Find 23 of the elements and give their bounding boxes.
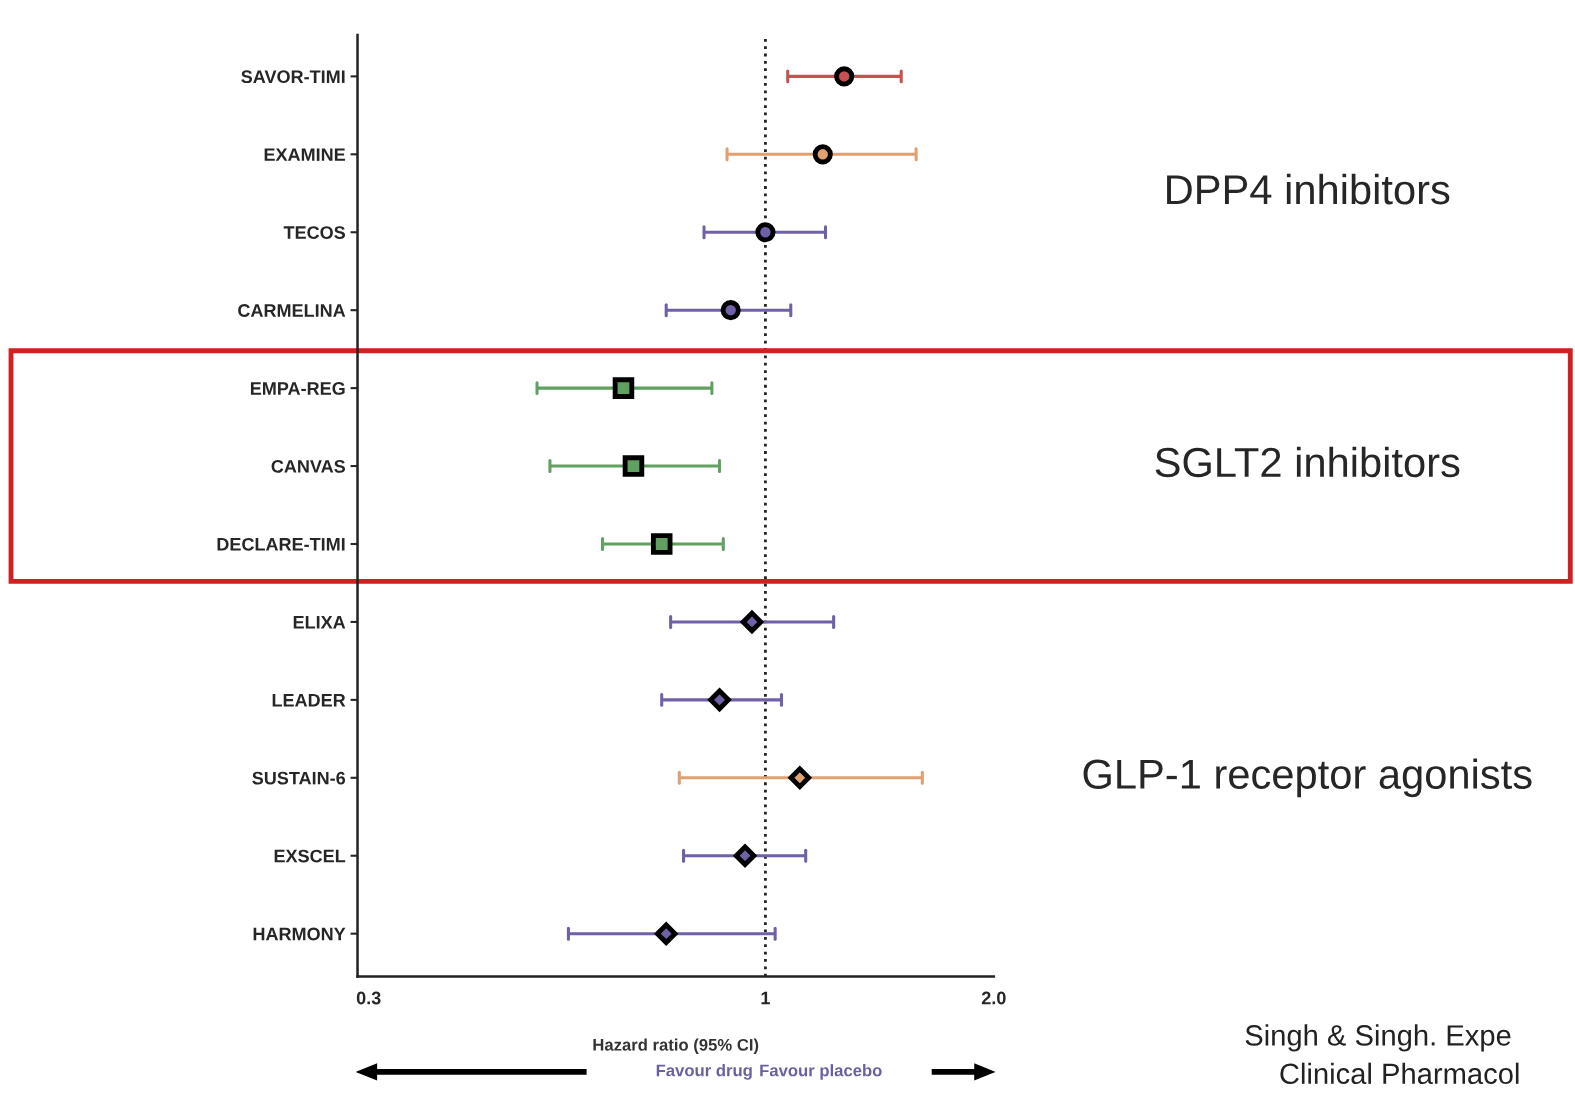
y-tick-label: SUSTAIN-6 — [252, 771, 346, 785]
x-tick-label: 0.3 — [356, 991, 381, 1005]
text: Favour drug — [656, 1064, 752, 1080]
y-tick-label: HARMONY — [253, 927, 346, 941]
y-tick-label: CARMELINA — [238, 304, 346, 317]
y-tick-label: ELIXA — [293, 616, 346, 629]
text: Singh & Singh. Expe — [1245, 1024, 1511, 1052]
y-tick-label: EXAMINE — [264, 148, 346, 161]
x-tick-label: 2.0 — [981, 991, 1006, 1005]
x-tick-label: 1 — [761, 991, 770, 1005]
y-tick-label: CANVAS — [271, 459, 346, 473]
y-tick-label: SAVOR-TIMI — [241, 70, 345, 84]
x-axis-title: Hazard ratio (95% CI) — [593, 1038, 759, 1055]
y-tick-label: TECOS — [283, 226, 346, 239]
y-tick-label: EMPA-REG — [250, 382, 345, 395]
y-tick-label: DECLARE-TIMI — [217, 537, 345, 551]
y-tick-label: EXSCEL — [274, 849, 346, 863]
text: GLP-1 receptor agonists — [1083, 758, 1532, 798]
text: Clinical Pharmacol — [1280, 1062, 1519, 1085]
text: Favour placebo — [760, 1064, 882, 1080]
text: SGLT2 inhibitors — [1155, 446, 1460, 478]
y-tick-label: LEADER — [272, 693, 346, 707]
text: DPP4 inhibitors — [1167, 173, 1450, 205]
